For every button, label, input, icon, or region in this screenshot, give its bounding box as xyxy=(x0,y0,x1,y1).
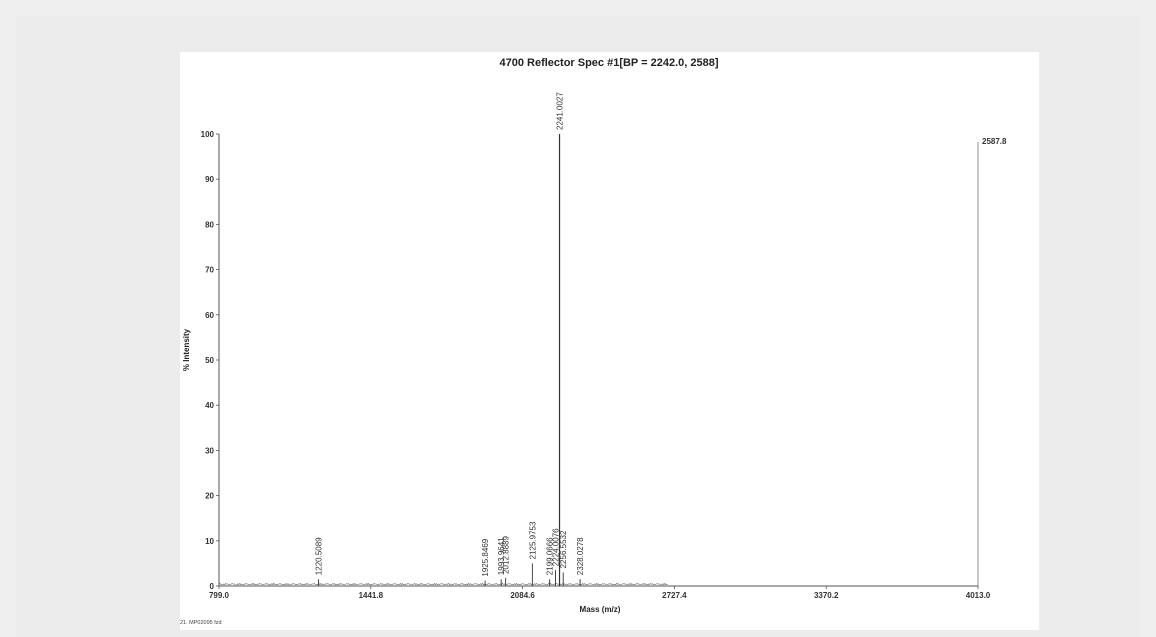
peak-label: 2328.0278 xyxy=(576,537,585,575)
chart-title: 4700 Reflector Spec #1[BP = 2242.0, 2588… xyxy=(499,57,718,69)
y-tick-label: 70 xyxy=(205,266,214,275)
y-tick-label: 20 xyxy=(205,492,214,501)
y-axis-label: % Intensity xyxy=(182,328,191,371)
noise-baseline xyxy=(218,582,668,586)
x-tick-label: 2727.4 xyxy=(662,591,687,600)
x-tick-label: 799.0 xyxy=(209,591,230,600)
peak-label: 2256.5532 xyxy=(559,530,568,568)
y-tick-label: 100 xyxy=(201,130,215,139)
max-intensity-label: 2587.8 xyxy=(982,137,1007,146)
mass-spectrum-chart: 4700 Reflector Spec #1[BP = 2242.0, 2588… xyxy=(180,57,1007,626)
y-tick-label: 50 xyxy=(205,356,214,365)
y-tick-label: 10 xyxy=(205,537,214,546)
x-tick-label: 4013.0 xyxy=(966,591,991,600)
peak-label: 2012.8889 xyxy=(502,536,511,574)
spectrum-panel: 4700 Reflector Spec #1[BP = 2242.0, 2588… xyxy=(180,52,1039,630)
y-tick-label: 30 xyxy=(205,446,214,455)
x-tick-label: 2084.6 xyxy=(510,591,535,600)
y-tick-label: 80 xyxy=(205,220,214,229)
x-tick-label: 3370.2 xyxy=(814,591,839,600)
peak-label: 1925.8469 xyxy=(481,538,490,576)
figure-frame: 4700 Reflector Spec #1[BP = 2242.0, 2588… xyxy=(16,16,1140,637)
y-tick-label: 60 xyxy=(205,311,214,320)
x-tick-label: 1441.8 xyxy=(359,591,384,600)
peak-label: 2199.0666 xyxy=(546,537,555,575)
plot-area: 0 10 20 30 40 50 60 70 80 90 100 799.0 1441.8 2084.6 2… xyxy=(201,92,991,600)
y-tick-label: 90 xyxy=(205,175,214,184)
peak-label: 1220.5089 xyxy=(315,537,324,575)
peak-label: 2241.0027 xyxy=(556,92,565,130)
x-axis-label: Mass (m/z) xyxy=(580,605,621,614)
y-tick-label: 40 xyxy=(205,401,214,410)
peak-label: 1993.9641 xyxy=(497,537,506,575)
peak-label: 2224.0076 xyxy=(552,528,561,566)
peak-label: 2125.9753 xyxy=(528,521,537,559)
footer-note: 21. MP02095 fzd xyxy=(180,620,222,626)
y-tick-label: 0 xyxy=(210,582,215,591)
